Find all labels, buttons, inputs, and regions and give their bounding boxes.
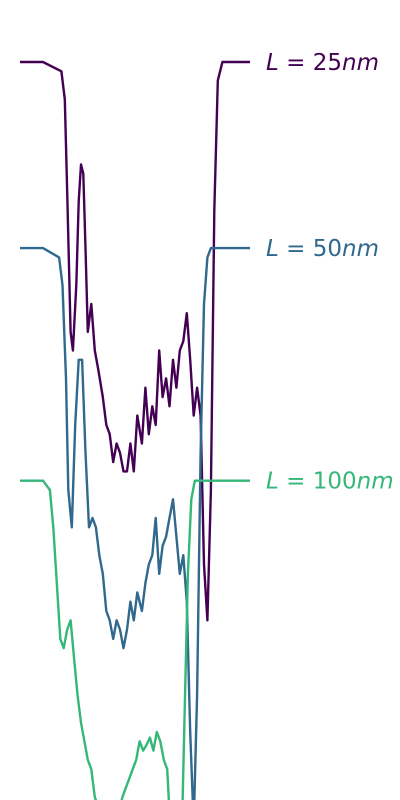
series-labels: L = 25nm L = 50nm L = 100nm bbox=[266, 50, 394, 495]
series-lines bbox=[20, 60, 250, 800]
series-line-2 bbox=[20, 246, 250, 800]
series-line-3 bbox=[20, 479, 250, 800]
series-label-3: L = 100nm bbox=[266, 469, 394, 495]
series-label-1: L = 25nm bbox=[266, 50, 379, 76]
series-line-1 bbox=[20, 60, 250, 622]
series-label-2: L = 50nm bbox=[266, 236, 379, 262]
